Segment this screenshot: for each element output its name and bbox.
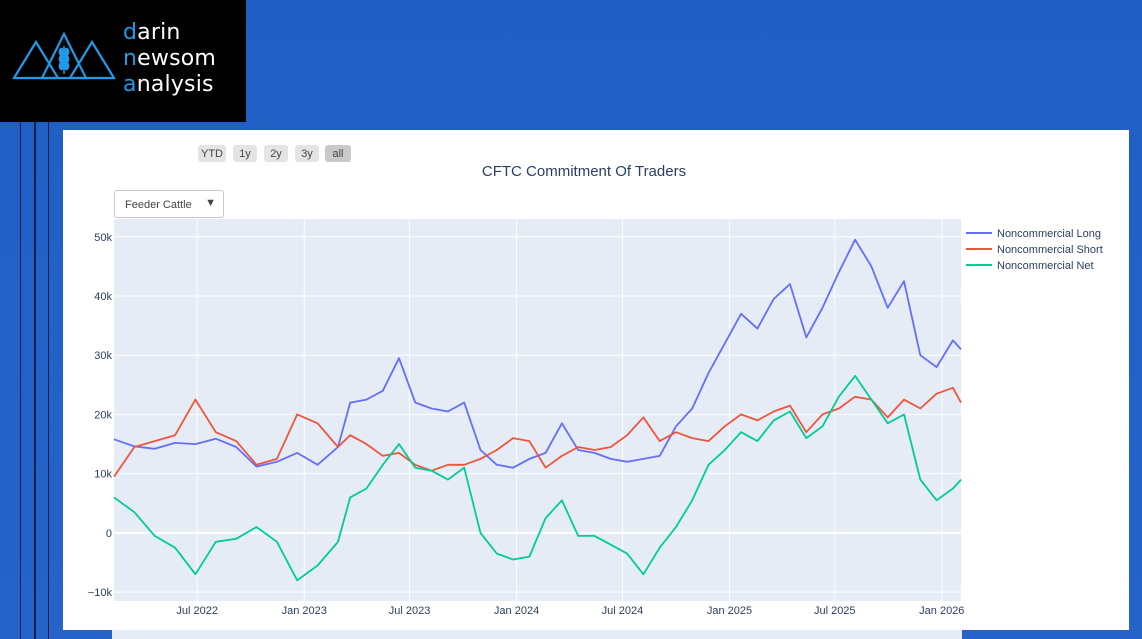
- legend-item[interactable]: Noncommercial Net: [997, 260, 1094, 272]
- y-tick-label: 20k: [94, 409, 112, 421]
- series-line-noncommercial-short[interactable]: [113, 386, 962, 478]
- left-stripe: [20, 122, 21, 639]
- range-slider-bar[interactable]: [112, 630, 962, 639]
- chart-title: CFTC Commitment Of Traders: [482, 163, 686, 180]
- legend: Noncommercial Long Noncommercial Short Non…: [966, 228, 1103, 272]
- range-button-2y[interactable]: 2y: [264, 145, 288, 162]
- dropdown-selected-label: Feeder Cattle: [125, 199, 192, 211]
- grid-layer: [114, 219, 961, 601]
- x-tick-label: Jul 2023: [389, 605, 431, 617]
- x-tick-label: Jan 2026: [919, 605, 964, 617]
- range-button-1y[interactable]: 1y: [233, 145, 257, 162]
- mountain-wheat-icon: [12, 31, 116, 80]
- y-tick-label: 10k: [94, 469, 112, 481]
- series-line-noncommercial-net[interactable]: [113, 375, 962, 582]
- x-tick-label: Jan 2023: [282, 605, 327, 617]
- range-button-all[interactable]: all: [325, 145, 351, 162]
- y-tick-label: 40k: [94, 291, 112, 303]
- brand-logo: darin newsom analysis: [0, 0, 246, 122]
- x-tick-label: Jul 2025: [814, 605, 856, 617]
- y-tick-label: 0: [106, 528, 112, 540]
- brand-line-2: newsom: [123, 46, 217, 71]
- commodity-dropdown[interactable]: Feeder Cattle ▼: [114, 190, 224, 218]
- legend-item[interactable]: Noncommercial Long: [997, 228, 1101, 240]
- x-tick-label: Jan 2024: [494, 605, 539, 617]
- chevron-down-icon: ▼: [205, 197, 216, 209]
- x-tick-label: Jul 2022: [176, 605, 218, 617]
- y-tick-label: 50k: [94, 232, 112, 244]
- x-tick-label: Jan 2025: [707, 605, 752, 617]
- tick-layer: Jul 2022 Jan 2023 Jul 2023 Jan 2024 Jul 2024…: [88, 232, 965, 617]
- series-layer: [113, 238, 962, 582]
- series-line-noncommercial-long[interactable]: [113, 238, 962, 469]
- brand-line-3: analysis: [123, 72, 214, 97]
- x-tick-label: Jul 2024: [602, 605, 644, 617]
- range-button-3y[interactable]: 3y: [295, 145, 319, 162]
- legend-item[interactable]: Noncommercial Short: [997, 244, 1103, 256]
- y-tick-label: 30k: [94, 350, 112, 362]
- range-button-ytd[interactable]: YTD: [198, 145, 226, 162]
- left-stripe: [34, 122, 36, 639]
- y-tick-label: −10k: [88, 587, 113, 599]
- left-stripe: [48, 122, 49, 639]
- brand-line-1: darin: [123, 20, 181, 45]
